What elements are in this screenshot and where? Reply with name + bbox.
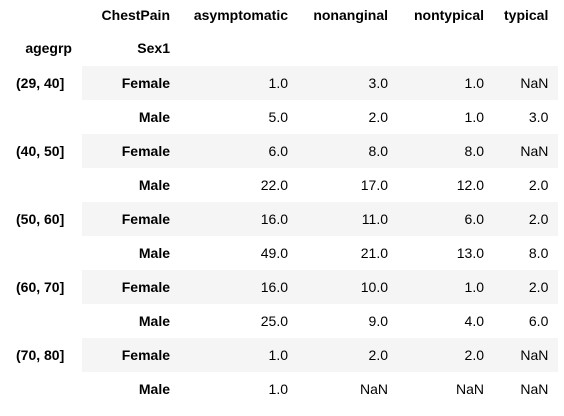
value-cell: 6.0 bbox=[268, 143, 288, 159]
value-cell: 21.0 bbox=[360, 245, 388, 261]
table-row: (50, 60] Female 16.0 11.0 6.0 2.0 bbox=[6, 202, 559, 270]
agegrp-label: (40, 50] bbox=[6, 134, 82, 202]
value-cell: 1.0 bbox=[464, 279, 484, 295]
table-row: Male 25.0 9.0 4.0 6.0 bbox=[6, 304, 559, 338]
sex-label: Male bbox=[138, 177, 170, 193]
value-cell: 2.0 bbox=[528, 177, 549, 193]
value-cell: 12.0 bbox=[456, 177, 484, 193]
table-row: (60, 70] Female 16.0 10.0 1.0 2.0 bbox=[6, 270, 559, 338]
index-names-row: agegrp Sex1 bbox=[6, 30, 558, 66]
value-cell: 2.0 bbox=[528, 211, 549, 227]
value-cell: NaN bbox=[359, 381, 388, 397]
table-row: (29, 40] Female 1.0 3.0 1.0 NaN bbox=[6, 66, 559, 134]
value-cell: 2.0 bbox=[368, 109, 388, 125]
value-cell: 22.0 bbox=[260, 177, 288, 193]
column-header-nonanginal: nonanginal bbox=[313, 7, 388, 23]
column-header-nontypical: nontypical bbox=[413, 7, 484, 23]
value-cell: 1.0 bbox=[464, 109, 484, 125]
value-cell: 8.0 bbox=[464, 143, 484, 159]
index-name-sex: Sex1 bbox=[137, 40, 170, 56]
agegrp-label: (60, 70] bbox=[6, 270, 82, 338]
value-cell: 3.0 bbox=[528, 109, 549, 125]
value-cell: 13.0 bbox=[456, 245, 484, 261]
value-cell: 2.0 bbox=[528, 279, 549, 295]
table-body: (29, 40] Female 1.0 3.0 1.0 NaN Male 5.0… bbox=[6, 66, 559, 406]
value-cell: 1.0 bbox=[464, 75, 484, 91]
value-cell: 16.0 bbox=[260, 211, 288, 227]
value-cell: 4.0 bbox=[464, 313, 484, 329]
sex-label: Female bbox=[121, 75, 170, 91]
value-cell: NaN bbox=[455, 381, 484, 397]
sex-label: Male bbox=[138, 245, 170, 261]
sex-label: Male bbox=[138, 109, 170, 125]
dataframe-table: ChestPain asymptomatic nonanginal nontyp… bbox=[6, 0, 559, 406]
column-header-row: ChestPain asymptomatic nonanginal nontyp… bbox=[6, 0, 558, 30]
value-cell: 9.0 bbox=[368, 313, 388, 329]
value-cell: 25.0 bbox=[260, 313, 288, 329]
header-blank-cell bbox=[6, 0, 82, 30]
table-row: Male 5.0 2.0 1.0 3.0 bbox=[6, 100, 559, 134]
table-row: Male 22.0 17.0 12.0 2.0 bbox=[6, 168, 559, 202]
value-cell: 1.0 bbox=[268, 347, 288, 363]
table-row: Male 49.0 21.0 13.0 8.0 bbox=[6, 236, 559, 270]
value-cell: 8.0 bbox=[528, 245, 549, 261]
value-cell: 49.0 bbox=[260, 245, 288, 261]
sex-label: Female bbox=[121, 279, 170, 295]
value-cell: 11.0 bbox=[361, 211, 388, 227]
sex-label: Female bbox=[121, 211, 170, 227]
value-cell: NaN bbox=[520, 143, 549, 159]
sex-label: Male bbox=[138, 381, 170, 397]
agegrp-label: (70, 80] bbox=[6, 338, 82, 406]
value-cell: NaN bbox=[520, 75, 549, 91]
index-name-blank bbox=[298, 30, 398, 66]
index-name-blank bbox=[494, 30, 558, 66]
value-cell: 6.0 bbox=[464, 211, 484, 227]
columns-name-header: ChestPain bbox=[101, 7, 170, 23]
value-cell: 2.0 bbox=[368, 347, 388, 363]
value-cell: 16.0 bbox=[260, 279, 288, 295]
value-cell: 8.0 bbox=[368, 143, 388, 159]
value-cell: 2.0 bbox=[464, 347, 484, 363]
value-cell: 5.0 bbox=[268, 109, 288, 125]
table-header: ChestPain asymptomatic nonanginal nontyp… bbox=[6, 0, 558, 66]
index-name-blank bbox=[180, 30, 298, 66]
value-cell: 6.0 bbox=[528, 313, 549, 329]
table-row: (40, 50] Female 6.0 8.0 8.0 NaN bbox=[6, 134, 559, 202]
column-header-typical: typical bbox=[504, 7, 549, 23]
value-cell: 10.0 bbox=[360, 279, 388, 295]
table-row: Male 1.0 NaN NaN NaN bbox=[6, 372, 559, 406]
agegrp-label: (50, 60] bbox=[6, 202, 82, 270]
value-cell: 1.0 bbox=[268, 75, 288, 91]
value-cell: NaN bbox=[520, 347, 549, 363]
value-cell: 3.0 bbox=[368, 75, 388, 91]
value-cell: 17.0 bbox=[360, 177, 388, 193]
index-name-agegrp: agegrp bbox=[25, 40, 72, 56]
column-header-asymptomatic: asymptomatic bbox=[193, 7, 288, 23]
agegrp-label: (29, 40] bbox=[6, 66, 82, 134]
sex-label: Male bbox=[138, 313, 170, 329]
sex-label: Female bbox=[121, 143, 170, 159]
sex-label: Female bbox=[121, 347, 170, 363]
index-name-blank bbox=[398, 30, 494, 66]
value-cell: NaN bbox=[520, 381, 549, 397]
table-row: (70, 80] Female 1.0 2.0 2.0 NaN bbox=[6, 338, 559, 406]
value-cell: 1.0 bbox=[268, 381, 288, 397]
